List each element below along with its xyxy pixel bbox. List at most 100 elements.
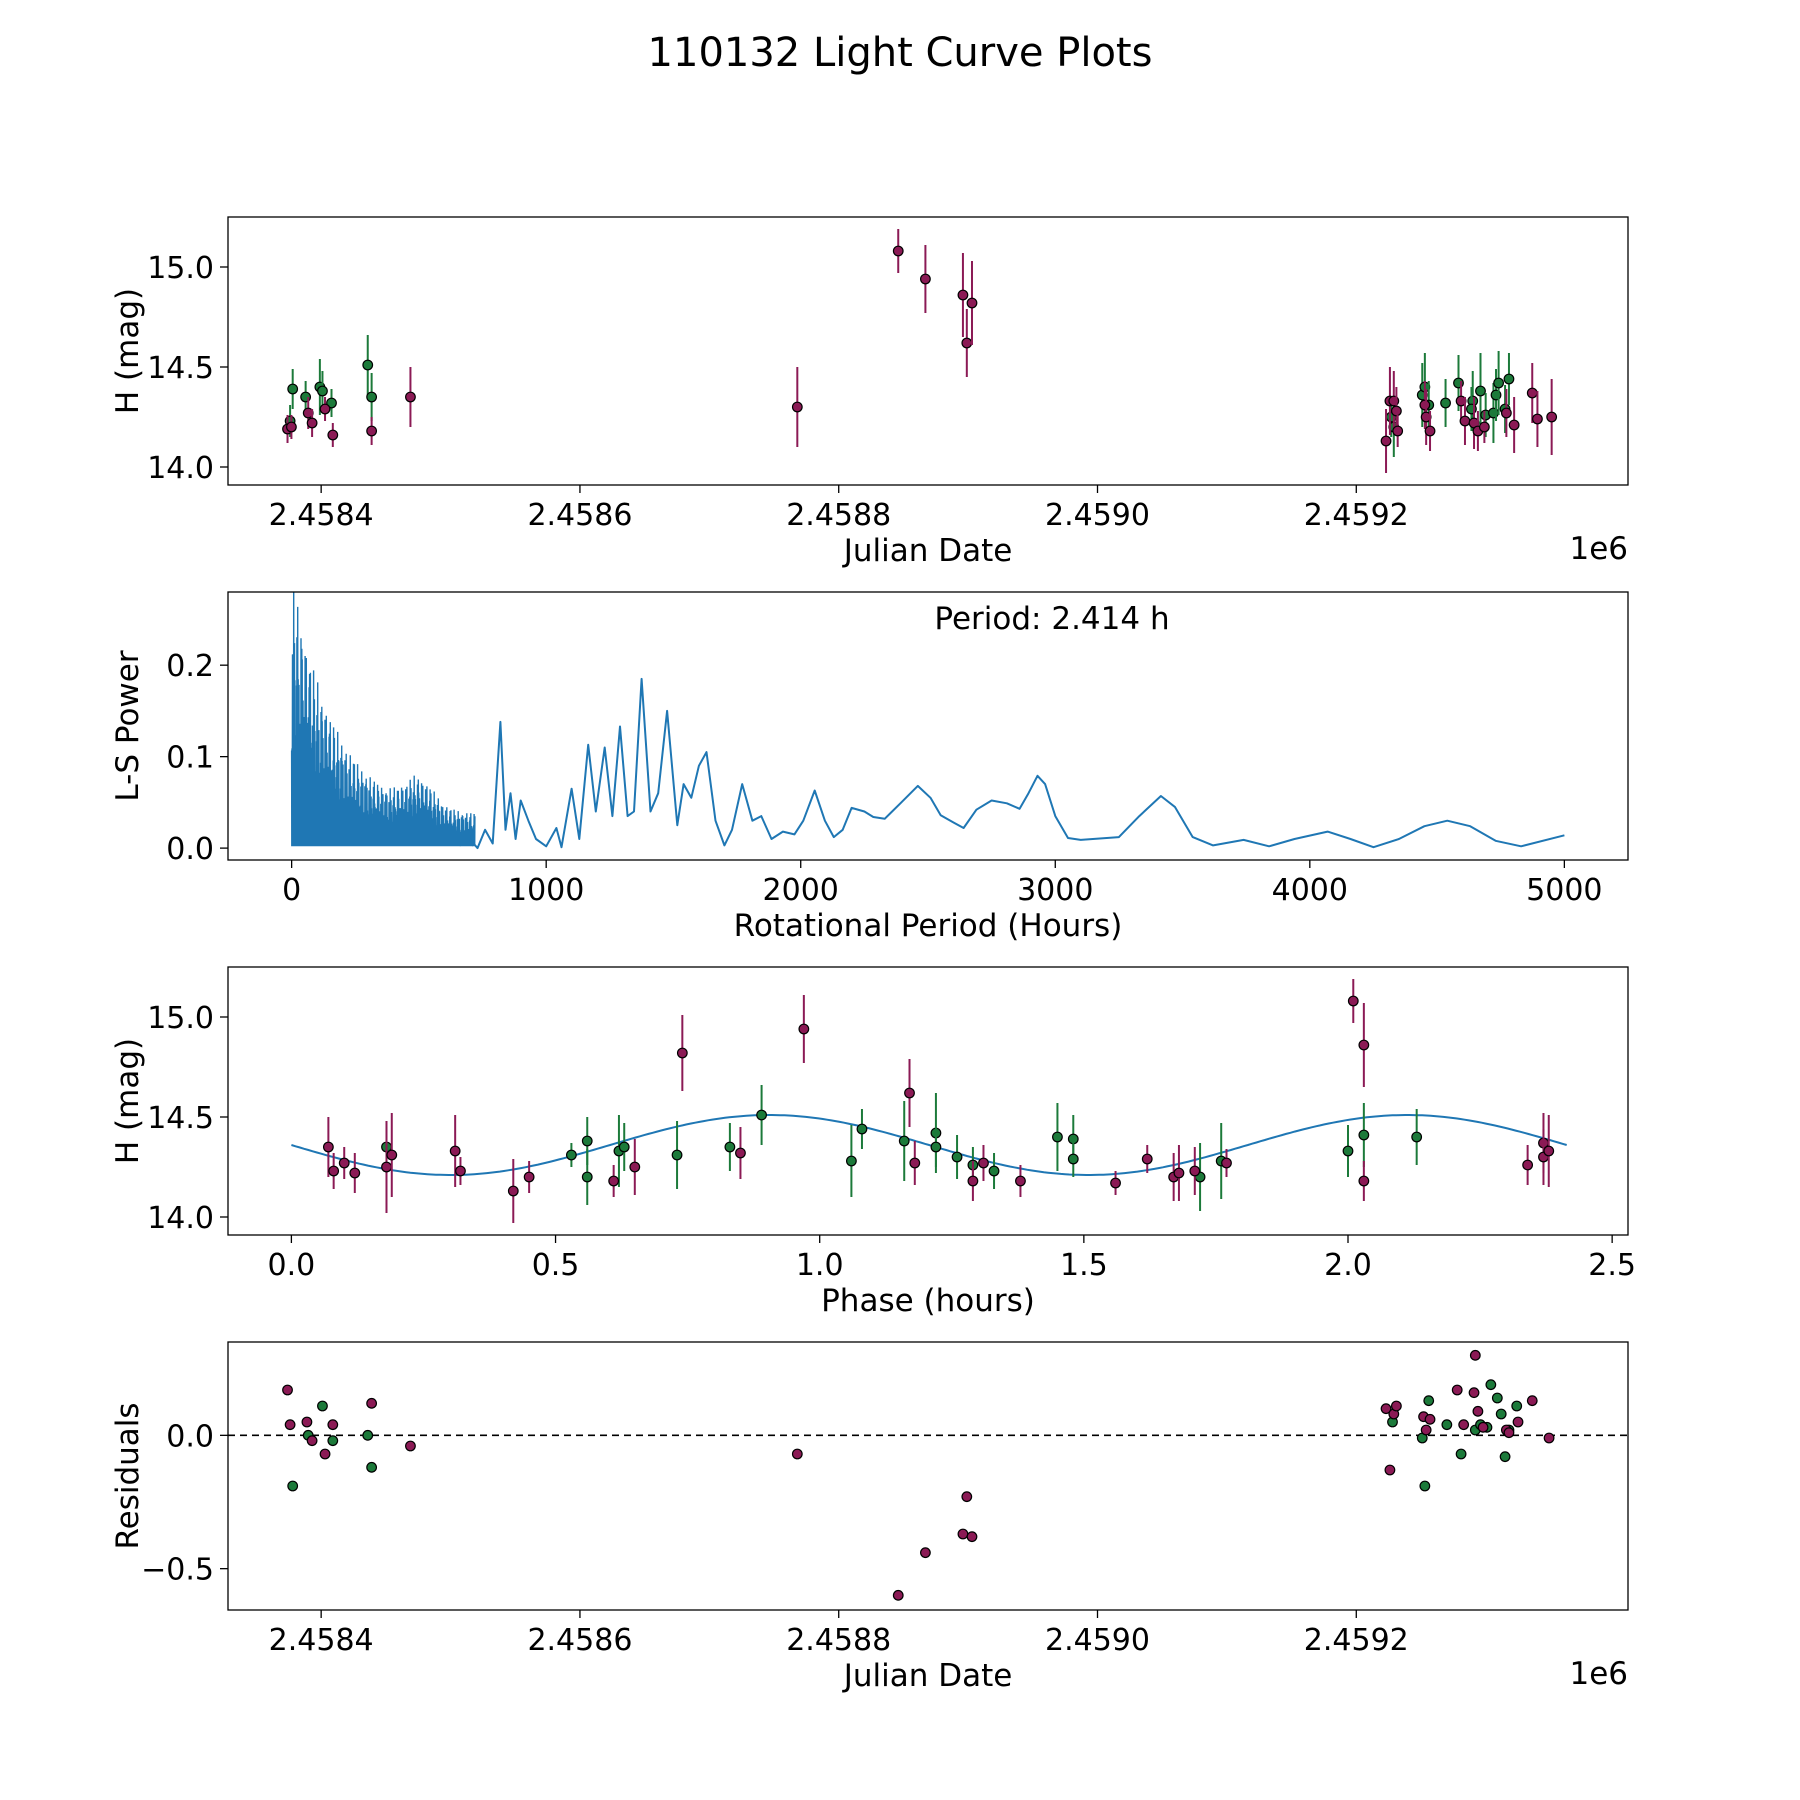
panel-phased: 0.0 0.5 1.0 1.5 2.0 2.5 14.0 14.5 15.0 Phase (hou… [110,966,1636,1319]
data-point [756,1109,767,1121]
period-annotation: Period: 2.414 h [934,601,1169,637]
x-tick-label: 4000 [1272,873,1348,908]
data-point [1495,1408,1507,1420]
x-tick-label: 0.5 [532,1248,580,1283]
x-axis-label: Julian Date [842,1658,1013,1694]
data-point [366,425,378,437]
y-axis-label: H (mag) [110,1038,146,1164]
data-point [1052,1131,1063,1143]
data-point [362,1429,374,1441]
y-tick-label: 15.0 [147,251,214,286]
data-point [845,1155,857,1167]
data-point [507,1185,519,1197]
data-point [1546,411,1558,423]
data-point [301,1416,313,1428]
y-tick-label: 0.2 [166,649,214,684]
data-point [1485,1379,1497,1391]
data-point [1173,1167,1185,1179]
data-point [284,1419,296,1431]
x-tick-label: 1.5 [1060,1248,1108,1283]
panels: 2.4584 2.4586 2.4588 2.4590 2.4592 14.0 14.5 15… [110,216,1636,1694]
data-point [1493,377,1505,389]
y-axis-label: L-S Power [110,650,146,801]
x-tick-label: 2.4590 [1045,498,1150,533]
data-point [967,1175,979,1187]
data-point [1503,1427,1515,1439]
data-point [961,1491,973,1503]
data-point [1478,421,1490,433]
axes-frame [227,216,1629,486]
data-point [892,1589,904,1601]
x-tick-label: 5000 [1526,873,1602,908]
plot-area [291,979,1567,1223]
data-point [957,289,969,301]
data-point [1508,419,1520,431]
figure-title: 110132 Light Curve Plots [648,30,1153,76]
data-point [286,421,297,433]
data-point [618,1141,630,1153]
data-point [920,273,931,285]
data-point [1491,1392,1503,1404]
y-tick-label: −0.5 [141,1553,214,1588]
periodogram-line [469,677,1565,850]
data-point [1221,1157,1232,1169]
data-point [1424,425,1436,437]
data-point [405,1440,416,1452]
data-point [1512,1416,1524,1428]
data-point [1472,1405,1484,1417]
axes-frame [227,591,1629,861]
panel-lightcurve: 2.4584 2.4586 2.4588 2.4590 2.4592 14.0 14.5 15… [110,216,1629,569]
data-point [1380,435,1392,447]
data-point [1110,1177,1121,1189]
panel-residuals: 2.4584 2.4586 2.4588 2.4590 2.4592 −0.5 0.0 Jul… [110,1341,1629,1694]
data-point [1458,1419,1470,1431]
data-point [735,1147,746,1159]
data-point [581,1171,593,1183]
data-point [1390,1400,1402,1412]
y-tick-label: 14.5 [147,351,214,386]
x-axis-label: Rotational Period (Hours) [734,908,1123,944]
data-point [455,1165,466,1177]
data-point [1424,1413,1436,1425]
data-point [898,1135,910,1147]
data-point [338,1157,350,1169]
data-point [1522,1159,1534,1171]
data-point [1543,1432,1555,1444]
data-point [1358,1129,1370,1141]
y-tick-label: 0.1 [166,741,214,776]
data-point [978,1157,989,1169]
data-point [791,401,803,413]
series-green [284,335,1515,457]
y-tick-label: 15.0 [147,1001,214,1036]
data-point [1459,415,1471,427]
x-tick-label: 2.4584 [269,498,374,533]
x-tick-label: 2.4590 [1045,1623,1150,1658]
x-tick-label: 2.4586 [527,498,632,533]
x-tick-label: 2.4592 [1304,1623,1409,1658]
x-tick-label: 2.4584 [269,1623,374,1658]
series-green [287,1379,1523,1492]
data-point [306,417,318,429]
x-tick-label: 2.4588 [786,1623,891,1658]
data-point [328,1165,340,1177]
data-point [1503,373,1515,385]
data-point [1067,1153,1079,1165]
data-point [1015,1175,1026,1187]
data-point [565,1149,577,1161]
data-point [1455,1448,1467,1460]
data-point [366,1461,378,1473]
data-point [326,397,337,409]
data-point [317,1400,328,1412]
data-point [1468,1387,1480,1399]
data-point [523,1171,535,1183]
data-point [920,1547,931,1559]
data-point [930,1141,942,1153]
data-point [319,403,331,415]
fit-curve [291,1114,1567,1176]
y-tick-label: 14.5 [147,1101,214,1136]
data-point [1451,1384,1463,1396]
data-point [1342,1145,1354,1157]
data-point [1526,1395,1538,1407]
data-point [327,1419,339,1431]
